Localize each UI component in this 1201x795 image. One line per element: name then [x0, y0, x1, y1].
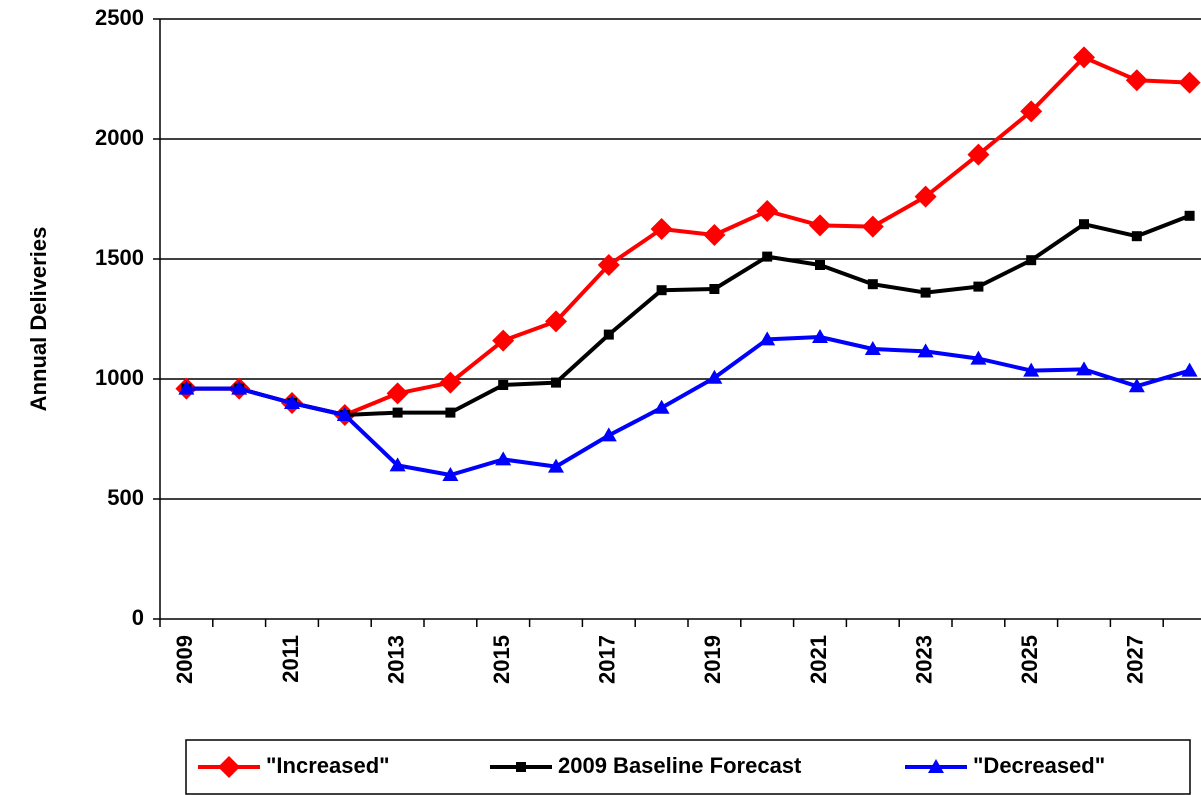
data-point [551, 377, 561, 388]
data-point [650, 218, 673, 240]
data-point [656, 285, 667, 296]
data-point [284, 395, 300, 409]
data-point [178, 380, 195, 395]
legend-label: "Increased" [266, 753, 390, 778]
y-tick-label: 500 [107, 485, 144, 510]
data-point [703, 224, 726, 246]
data-point [867, 279, 878, 290]
data-point [498, 380, 509, 390]
data-point [914, 185, 937, 208]
data-point [439, 371, 462, 394]
data-point [392, 407, 403, 418]
data-point [973, 281, 984, 292]
data-point [231, 380, 248, 395]
y-tick-label: 2000 [95, 125, 144, 150]
legend-box [185, 739, 1191, 795]
data-point [548, 458, 564, 473]
x-tick-label: 2009 [172, 635, 197, 684]
x-tick-label: 2021 [806, 635, 831, 684]
series-line [186, 335, 1191, 477]
x-tick-label: 2023 [911, 635, 936, 684]
data-point [1076, 361, 1092, 376]
data-point [653, 399, 670, 414]
data-point [815, 260, 825, 270]
legend-marker [218, 756, 240, 778]
data-point [809, 214, 831, 237]
y-tick-label: 2500 [95, 5, 144, 30]
data-point [1020, 100, 1043, 123]
legend-label: 2009 Baseline Forecast [558, 753, 802, 778]
data-point [1178, 71, 1201, 94]
y-tick-label: 1000 [95, 365, 144, 390]
data-point [336, 407, 353, 421]
legend-label: "Decreased" [973, 753, 1105, 778]
legend-marker [928, 759, 944, 773]
data-point [861, 215, 884, 238]
data-point [386, 382, 409, 405]
data-point [762, 251, 773, 262]
data-point [442, 467, 459, 481]
data-point [1184, 210, 1195, 221]
data-point [812, 329, 828, 343]
data-point [1125, 69, 1148, 92]
legend-marker [516, 762, 526, 772]
data-point [1026, 255, 1037, 266]
x-tick-label: 2011 [278, 635, 303, 683]
x-tick-label: 2025 [1017, 635, 1042, 684]
x-tick-label: 2027 [1123, 635, 1148, 684]
data-point [495, 451, 512, 466]
data-point [706, 369, 723, 384]
data-point [759, 331, 776, 346]
data-point [1131, 231, 1142, 242]
data-point [600, 427, 617, 442]
data-point [917, 343, 934, 358]
x-tick-label: 2019 [700, 635, 725, 684]
data-point [1079, 219, 1089, 230]
data-point [445, 407, 456, 418]
x-tick-label: 2017 [595, 635, 620, 684]
data-point [545, 310, 567, 333]
data-point [920, 287, 931, 298]
y-tick-label: 1500 [95, 245, 144, 270]
series-line [186, 213, 1191, 417]
data-point [389, 457, 406, 472]
data-point [1073, 46, 1095, 69]
data-point [970, 350, 987, 365]
y-tick-label: 0 [132, 605, 144, 630]
data-point [1128, 378, 1145, 393]
data-point [864, 341, 881, 355]
data-point [709, 284, 720, 294]
x-tick-label: 2013 [383, 635, 408, 684]
data-point [597, 254, 620, 276]
data-point [1023, 362, 1040, 377]
data-point [1181, 362, 1198, 377]
data-point [756, 200, 779, 222]
data-point [603, 329, 614, 340]
data-point [967, 143, 990, 166]
x-tick-label: 2015 [489, 635, 514, 684]
series-line [186, 55, 1190, 417]
data-point [492, 329, 515, 352]
y-axis-label: Annual Deliveries [26, 227, 51, 412]
